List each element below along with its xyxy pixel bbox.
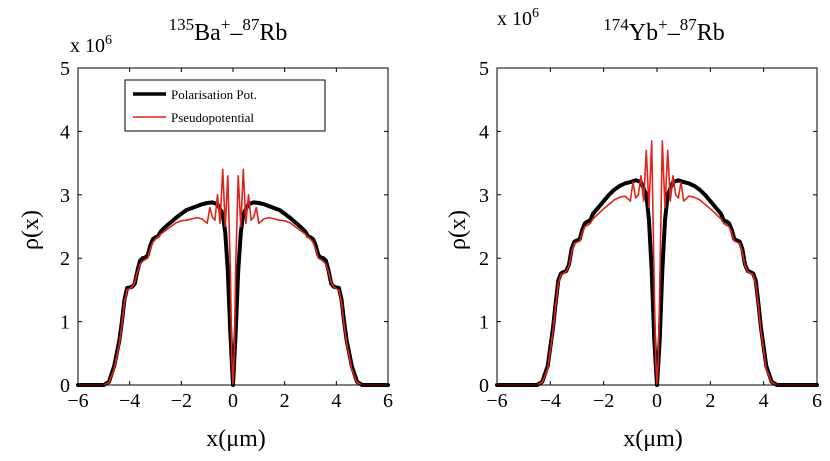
- right-axis-ticks: −6 −4 −2 0 2 4 6 0 1 2 3 4 5: [479, 58, 822, 412]
- left-y-axis-label: ρ(x): [18, 210, 44, 250]
- left-series-polarisation-pot: [76, 200, 390, 387]
- left-x-tick-label: −4: [119, 390, 140, 412]
- right-y-tick-label: 3: [479, 185, 489, 207]
- left-axis-ticks: −6 −4 −2 0 2 4 6 0 1 2 3 4 5: [60, 58, 393, 412]
- right-x-tick-label: 2: [705, 390, 715, 412]
- right-y-tick-label: 0: [479, 375, 489, 397]
- left-x-tick-label: −6: [67, 390, 88, 412]
- left-chart-title: 135Ba+–87Rb: [169, 15, 288, 46]
- legend: Polarisation Pot. Pseudopotential: [124, 79, 326, 132]
- left-x-axis-label: x(μm): [206, 426, 266, 452]
- left-x-tick-label: 6: [383, 390, 393, 412]
- right-x-tick-label: −6: [486, 390, 507, 412]
- right-x-tick-label: 0: [652, 390, 662, 412]
- left-y-tick-label: 5: [60, 58, 70, 80]
- left-x-tick-label: −2: [171, 390, 192, 412]
- left-y-tick-label: 1: [60, 312, 70, 334]
- left-chart-panel: 135Ba+–87Rb x 106 ρ(x) x(μm) −6 −4 −2 0 2 4 6 0…: [18, 15, 393, 452]
- left-y-tick-label: 3: [60, 185, 70, 207]
- right-x-axis-label: x(μm): [623, 426, 683, 452]
- left-series-lines: [76, 168, 390, 387]
- left-x-tick-label: 4: [331, 390, 341, 412]
- legend-label-polarisation: Polarisation Pot.: [171, 87, 257, 102]
- left-y-multiplier: x 106: [70, 33, 112, 57]
- left-y-tick-label: 2: [60, 248, 70, 270]
- left-x-tick-label: 0: [228, 390, 238, 412]
- right-y-tick-label: 2: [479, 248, 489, 270]
- right-series-lines: [495, 140, 819, 387]
- right-plot-frame: [496, 67, 818, 386]
- right-x-tick-label: −4: [540, 390, 561, 412]
- right-chart-panel: 174Yb+–87Rb x 106 ρ(x) x(μm) −6 −4 −2 0 2 4 6 0…: [445, 6, 822, 452]
- right-x-tick-label: 4: [759, 390, 769, 412]
- legend-box: [124, 79, 326, 132]
- right-y-tick-label: 1: [479, 312, 489, 334]
- legend-label-pseudopotential: Pseudopotential: [171, 110, 254, 125]
- right-series-polarisation-pot: [495, 178, 819, 387]
- right-y-axis-label: ρ(x): [445, 210, 471, 250]
- left-y-tick-label: 4: [60, 121, 70, 143]
- right-x-tick-label: −2: [593, 390, 614, 412]
- left-y-tick-label: 0: [60, 375, 70, 397]
- right-y-tick-label: 4: [479, 121, 489, 143]
- left-x-tick-label: 2: [280, 390, 290, 412]
- right-chart-title: 174Yb+–87Rb: [603, 15, 724, 46]
- right-x-tick-label: 6: [812, 390, 822, 412]
- left-plot-frame: [77, 67, 389, 386]
- right-series-pseudopotential: [496, 140, 818, 386]
- right-y-tick-label: 5: [479, 58, 489, 80]
- right-y-multiplier: x 106: [497, 6, 539, 30]
